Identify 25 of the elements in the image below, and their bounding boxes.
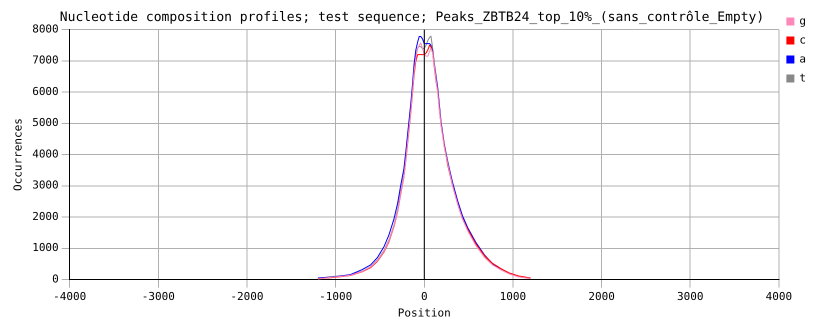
x-axis-title: Position <box>398 306 451 320</box>
chart-title: Nucleotide composition profiles; test sequence; Peaks_ZBTB24_top_10%_(sans_contrôle_Empty) <box>60 10 764 26</box>
y-tick-label: 2000 <box>32 210 59 223</box>
legend-label: g <box>799 14 806 28</box>
x-tick-label: -3000 <box>142 290 175 304</box>
legend-label: c <box>799 33 806 46</box>
legend-label: a <box>799 52 806 66</box>
x-tick-label: 3000 <box>676 290 704 304</box>
y-tick-label: 6000 <box>32 84 59 98</box>
y-tick-label: 1000 <box>32 241 59 254</box>
y-axis-title: Occurrences <box>11 118 24 192</box>
y-tick-label: 4000 <box>32 147 59 160</box>
y-tick-label: 3000 <box>32 178 59 192</box>
legend-label: t <box>799 71 806 84</box>
x-tick-label: 0 <box>420 290 428 304</box>
x-tick-label: 2000 <box>588 290 615 304</box>
y-tick-label: 5000 <box>32 116 59 130</box>
y-tick-label: 8000 <box>32 22 59 36</box>
x-tick-label: -4000 <box>53 290 86 304</box>
x-tick-label: -2000 <box>230 290 264 304</box>
x-tick-label: 1000 <box>500 290 526 304</box>
y-tick-label: 7000 <box>32 54 59 67</box>
x-tick-label: -1000 <box>319 290 352 304</box>
x-tick-label: 4000 <box>766 290 792 304</box>
y-tick-label: 0 <box>52 272 59 286</box>
